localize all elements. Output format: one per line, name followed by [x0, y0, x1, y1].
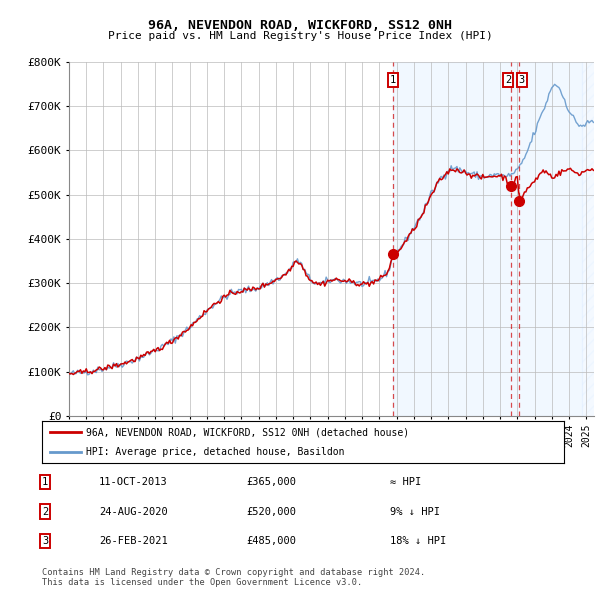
Bar: [582, 62, 594, 416]
Text: HPI: Average price, detached house, Basildon: HPI: Average price, detached house, Basi…: [86, 447, 345, 457]
Text: 96A, NEVENDON ROAD, WICKFORD, SS12 0NH: 96A, NEVENDON ROAD, WICKFORD, SS12 0NH: [148, 19, 452, 32]
Text: 24-AUG-2020: 24-AUG-2020: [99, 507, 168, 516]
Text: Contains HM Land Registry data © Crown copyright and database right 2024.: Contains HM Land Registry data © Crown c…: [42, 568, 425, 576]
Text: 2: 2: [42, 507, 48, 516]
Text: 11-OCT-2013: 11-OCT-2013: [99, 477, 168, 487]
Text: 1: 1: [42, 477, 48, 487]
Text: £520,000: £520,000: [246, 507, 296, 516]
Text: 1: 1: [390, 75, 396, 84]
Bar: [393, 62, 582, 416]
Text: £485,000: £485,000: [246, 536, 296, 546]
Text: 9% ↓ HPI: 9% ↓ HPI: [390, 507, 440, 516]
Text: 3: 3: [42, 536, 48, 546]
Text: Price paid vs. HM Land Registry's House Price Index (HPI): Price paid vs. HM Land Registry's House …: [107, 31, 493, 41]
Text: This data is licensed under the Open Government Licence v3.0.: This data is licensed under the Open Gov…: [42, 578, 362, 587]
Text: 3: 3: [519, 75, 525, 84]
Text: 2: 2: [505, 75, 512, 84]
Text: 18% ↓ HPI: 18% ↓ HPI: [390, 536, 446, 546]
Text: 96A, NEVENDON ROAD, WICKFORD, SS12 0NH (detached house): 96A, NEVENDON ROAD, WICKFORD, SS12 0NH (…: [86, 427, 409, 437]
Text: £365,000: £365,000: [246, 477, 296, 487]
Text: 26-FEB-2021: 26-FEB-2021: [99, 536, 168, 546]
Text: ≈ HPI: ≈ HPI: [390, 477, 421, 487]
